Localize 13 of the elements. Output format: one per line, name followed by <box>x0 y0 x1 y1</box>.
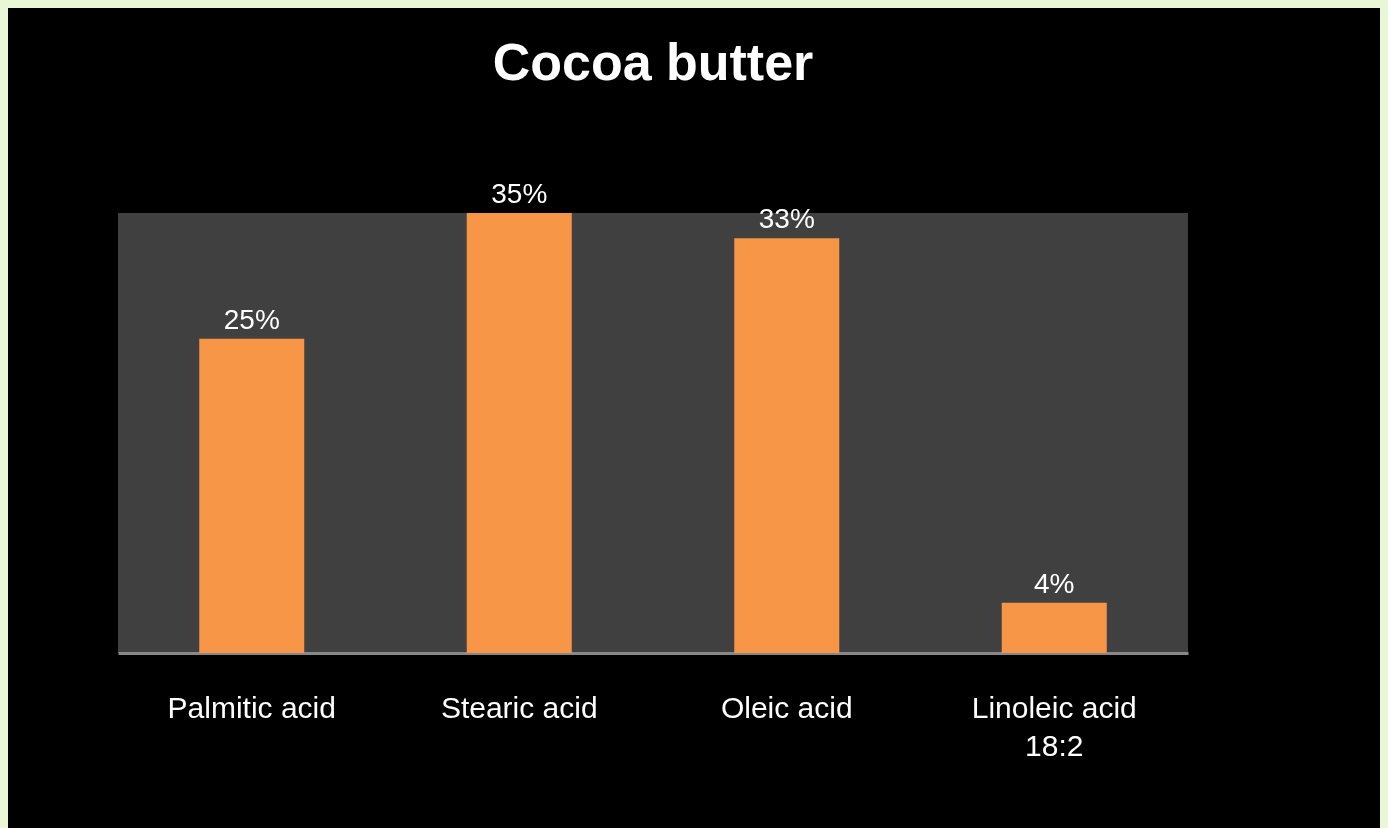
bar <box>466 213 572 653</box>
bar <box>734 238 840 653</box>
data-label: 33% <box>758 203 815 235</box>
chart-title: Cocoa butter <box>492 33 814 91</box>
data-label: 25% <box>223 303 280 335</box>
data-label: 4% <box>1034 567 1075 599</box>
x-tick-label: Linoleic acid 18:2 <box>971 690 1137 762</box>
x-tick-label: Oleic acid <box>720 690 853 724</box>
x-tick-label: Stearic acid <box>440 690 598 724</box>
x-tick-label: Palmitic acid <box>167 690 336 724</box>
data-label: 35% <box>491 178 548 209</box>
bar <box>199 338 305 653</box>
bar <box>1001 602 1107 653</box>
